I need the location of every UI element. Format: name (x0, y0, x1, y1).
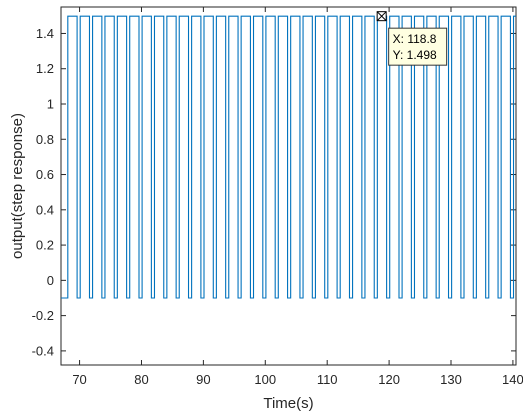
y-tick-label: 1.4 (36, 26, 54, 41)
x-axis-label: Time(s) (263, 395, 313, 412)
series-line (61, 15, 516, 299)
y-tick-label: 1.2 (36, 61, 54, 76)
y-tick-label: -0.4 (32, 343, 54, 358)
x-tick-label: 90 (196, 372, 210, 387)
plot-area (60, 6, 517, 366)
datatip-marker-icon[interactable] (376, 11, 387, 22)
x-axis-ticks: 70 80 90 100 110 120 130 140 (72, 7, 523, 387)
y-tick-label: 0.8 (36, 132, 54, 147)
x-tick-label: 70 (72, 372, 86, 387)
x-tick-label: 130 (440, 372, 462, 387)
y-tick-label: 1 (47, 96, 54, 111)
datatip[interactable]: X: 118.8 Y: 1.498 (376, 11, 448, 66)
x-tick-label: 80 (134, 372, 148, 387)
x-tick-label: 110 (317, 372, 338, 387)
y-tick-label: 0.6 (36, 167, 54, 182)
y-axis-ticks: -0.4 -0.2 0 0.2 0.4 0.6 0.8 1 1.2 1.4 (32, 26, 516, 358)
x-tick-label: 100 (254, 372, 276, 387)
y-axis-label: output(step response) (9, 113, 26, 259)
x-tick-label: 140 (502, 372, 523, 387)
y-tick-label: -0.2 (32, 308, 54, 323)
y-tick-label: 0.4 (36, 202, 54, 217)
series-group (61, 15, 516, 299)
y-tick-label: 0 (47, 273, 54, 288)
datatip-y-label: Y: 1.498 (393, 48, 437, 62)
x-tick-label: 120 (378, 372, 400, 387)
datatip-marker-cross (376, 11, 387, 22)
datatip-x-label: X: 118.8 (393, 32, 437, 46)
y-tick-label: 0.2 (36, 238, 54, 253)
datatip-box[interactable] (388, 27, 448, 66)
